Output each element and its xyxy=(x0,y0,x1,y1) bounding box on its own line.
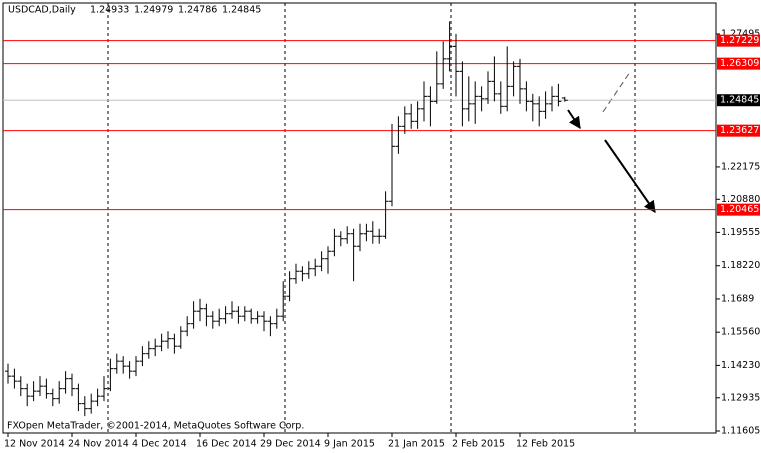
x-tick-label: 12 Feb 2015 xyxy=(516,439,575,450)
x-tick-label: 16 Dec 2014 xyxy=(196,439,257,450)
x-tick-label: 9 Jan 2015 xyxy=(324,439,375,450)
y-tick-label: 1.22175 xyxy=(721,161,760,172)
level-label: 1.26309 xyxy=(720,58,759,69)
y-tick-label: 1.15560 xyxy=(721,327,760,338)
y-tick-label: 1.14230 xyxy=(721,360,760,371)
level-label: 1.20465 xyxy=(720,204,759,215)
price-label-box xyxy=(717,94,760,107)
plot-border xyxy=(2,2,717,434)
projection-arrow xyxy=(604,139,656,213)
header-low: 1.24786 xyxy=(178,5,217,16)
y-tick-label: 1.1689 xyxy=(721,293,754,304)
y-tick-label: 1.12935 xyxy=(721,392,760,403)
level-label-box xyxy=(717,57,760,70)
x-tick-label: 29 Dec 2014 xyxy=(260,439,321,450)
projection-arrow xyxy=(567,109,581,129)
y-tick-label: 1.20880 xyxy=(721,194,760,205)
level-label-box xyxy=(717,34,760,47)
y-tick-label: 1.19555 xyxy=(721,227,760,238)
header-high: 1.24979 xyxy=(134,5,173,16)
level-label-box xyxy=(717,124,760,137)
x-tick-label: 12 Nov 2014 xyxy=(4,439,65,450)
y-tick-label: 1.27495 xyxy=(721,29,760,40)
x-tick-label: 4 Dec 2014 xyxy=(132,439,187,450)
y-tick-label: 1.18220 xyxy=(721,260,760,271)
header-open: 1.24933 xyxy=(90,5,129,16)
price-label: 1.24845 xyxy=(720,95,759,106)
plot-area xyxy=(107,3,656,433)
projection-line xyxy=(602,71,631,113)
x-tick-label: 2 Feb 2015 xyxy=(452,439,505,450)
chart-title: USDCAD,Daily xyxy=(8,5,76,16)
x-tick-label: 24 Nov 2014 xyxy=(68,439,129,450)
header-close: 1.24845 xyxy=(222,5,261,16)
level-label: 1.27229 xyxy=(720,35,759,46)
x-tick-label: 21 Jan 2015 xyxy=(388,439,445,450)
level-label-box xyxy=(717,203,760,216)
level-label: 1.23627 xyxy=(720,125,759,136)
y-tick-label: 1.11605 xyxy=(721,426,760,437)
copyright: FXOpen MetaTrader, ©2001-2014, MetaQuote… xyxy=(7,421,304,432)
